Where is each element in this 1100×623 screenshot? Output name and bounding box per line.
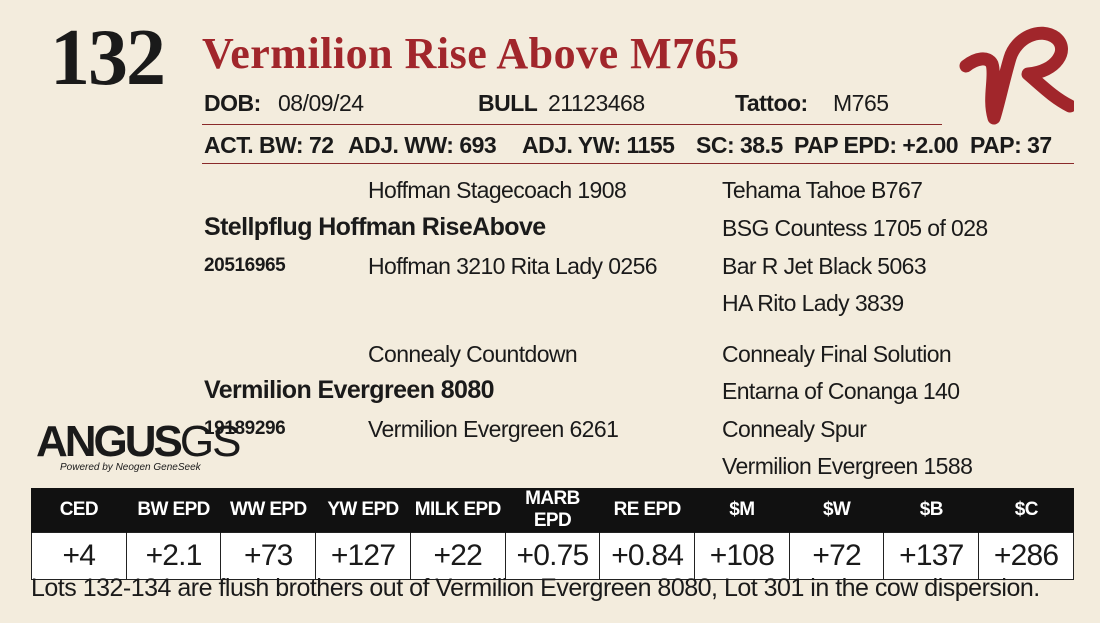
epd-value-ww: +73 — [220, 532, 317, 580]
epd-header-yw: YW EPD — [315, 488, 411, 533]
adj-ww: ADJ. WW: 693 — [348, 132, 497, 158]
epd-value-row: +4 +2.1 +73 +127 +22 +0.75 +0.84 +108 +7… — [31, 532, 1074, 580]
epd-header-ww: WW EPD — [220, 488, 316, 533]
footer-note: Lots 132-134 are flush brothers out of V… — [31, 574, 1040, 602]
epd-header-c: $C — [978, 488, 1074, 533]
header-rule-top — [202, 124, 942, 125]
epd-value-re: +0.84 — [599, 532, 696, 580]
logo-tagline: Powered by Neogen GeneSeek — [60, 462, 201, 473]
angus-gs-logo: ANGUSGS — [36, 417, 242, 466]
act-bw: ACT. BW: 72 — [204, 132, 334, 158]
sire-dam: Hoffman 3210 Rita Lady 0256 — [368, 253, 658, 279]
epd-table: CED BW EPD WW EPD YW EPD MILK EPD MARB E… — [31, 488, 1074, 580]
dam-sire-dam: Entarna of Conanga 140 — [722, 378, 960, 404]
pap-epd: PAP EPD: +2.00 — [794, 132, 959, 158]
epd-header-row: CED BW EPD WW EPD YW EPD MILK EPD MARB E… — [31, 488, 1074, 533]
epd-value-w: +72 — [788, 532, 885, 580]
epd-value-bw: +2.1 — [125, 532, 222, 580]
epd-header-m: $M — [694, 488, 790, 533]
scrotal-circumference: SC: 38.5 — [696, 132, 783, 158]
dam-dam-dam: Vermilion Evergreen 1588 — [722, 453, 973, 479]
epd-value-m: +108 — [694, 532, 790, 580]
dam-name: Vermilion Evergreen 8080 — [204, 376, 495, 404]
epd-value-milk: +22 — [409, 532, 506, 580]
epd-value-yw: +127 — [315, 532, 411, 580]
tattoo-label: Tattoo: — [735, 90, 808, 116]
epd-header-b: $B — [883, 488, 979, 533]
epd-header-marb: MARB EPD — [504, 488, 600, 533]
logo-gs-text: GS — [179, 417, 242, 466]
dam-registration: 19189296 — [204, 418, 286, 439]
epd-header-re: RE EPD — [599, 488, 695, 533]
header-rule-bottom — [202, 163, 1074, 164]
sire-registration: 20516965 — [204, 255, 286, 276]
dam-sire: Connealy Countdown — [368, 341, 578, 367]
sire-sire-sire: Tehama Tahoe B767 — [722, 177, 923, 203]
adj-yw: ADJ. YW: 1155 — [522, 132, 675, 158]
epd-header-ced: CED — [31, 488, 127, 533]
dam-sire-sire: Connealy Final Solution — [722, 341, 952, 367]
tattoo-value: M765 — [833, 90, 889, 116]
dob-label: DOB: — [204, 90, 261, 116]
sire-dam-dam: HA Rito Lady 3839 — [722, 290, 904, 316]
pap: PAP: 37 — [970, 132, 1052, 158]
dob-value: 08/09/24 — [278, 90, 364, 116]
sire-sire: Hoffman Stagecoach 1908 — [368, 177, 627, 203]
lot-number: 132 — [50, 14, 166, 102]
sex-type: BULL — [478, 90, 538, 116]
logo-angus-text: ANGUS — [36, 417, 183, 466]
vr-brand-logo — [959, 26, 1074, 125]
registration-number: 21123468 — [548, 90, 645, 116]
epd-value-b: +137 — [883, 532, 980, 580]
sire-dam-sire: Bar R Jet Black 5063 — [722, 253, 927, 279]
animal-name: Vermilion Rise Above M765 — [202, 29, 740, 78]
dam-dam-sire: Connealy Spur — [722, 416, 867, 442]
epd-header-bw: BW EPD — [125, 488, 221, 533]
dam-dam: Vermilion Evergreen 6261 — [368, 416, 619, 442]
epd-header-milk: MILK EPD — [409, 488, 506, 533]
sire-sire-dam: BSG Countess 1705 of 028 — [722, 215, 988, 241]
epd-header-w: $W — [788, 488, 884, 533]
sire-name: Stellpflug Hoffman RiseAbove — [204, 213, 546, 241]
epd-value-c: +286 — [978, 532, 1074, 580]
epd-value-marb: +0.75 — [504, 532, 601, 580]
